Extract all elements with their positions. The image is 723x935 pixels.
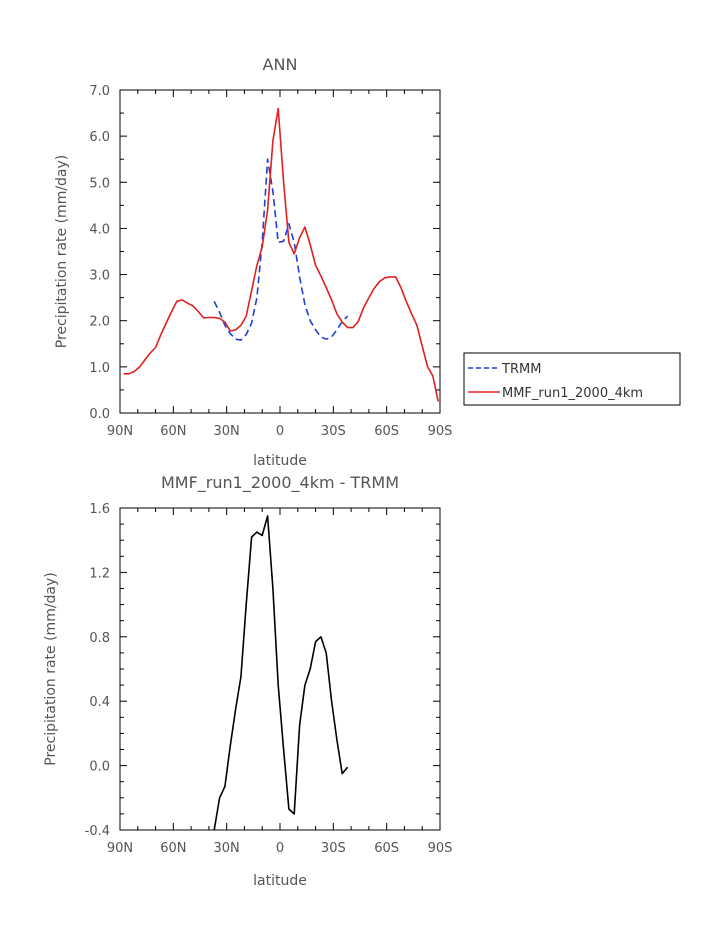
y-tick-label: -0.4 (85, 824, 110, 839)
legend-label: MMF_run1_2000_4km (502, 386, 643, 401)
y-tick-label: 5.0 (89, 176, 110, 191)
legend-box (463, 352, 681, 406)
series-line-trmm-line (213, 158, 349, 341)
chart-title: ANN (263, 55, 298, 74)
x-tick-label: 0 (276, 841, 284, 856)
x-axis-label: latitude (253, 453, 307, 469)
y-tick-label: 1.0 (89, 361, 110, 376)
y-axis-label: Precipitation rate (mm/day) (43, 572, 59, 766)
x-tick-label: 30N (214, 424, 240, 439)
y-tick-label: 7.0 (89, 84, 110, 99)
y-tick-label: 4.0 (89, 222, 110, 237)
series-line-difference-line (213, 515, 349, 831)
series-line-mmf-run1-2000-4km-line (123, 107, 439, 402)
y-axis-label: Precipitation rate (mm/day) (54, 155, 70, 349)
y-tick-label: 6.0 (89, 130, 110, 145)
x-tick-label: 90S (428, 424, 453, 439)
x-tick-label: 30N (214, 841, 240, 856)
x-tick-label: 0 (276, 424, 284, 439)
y-tick-label: 1.2 (89, 566, 110, 581)
y-tick-label: 2.0 (89, 315, 110, 330)
annual-precipitation-chart: ANN 90N 60N 30N 0 30S 60S 90S 0.0 1.0 2.0 3.0 4.0 5.0… (54, 55, 681, 469)
y-tick-label: 0.0 (89, 407, 110, 422)
y-tick-label: 0.8 (89, 631, 110, 646)
plot-frame (119, 507, 441, 831)
y-tick-label: 1.6 (89, 502, 110, 517)
x-tick-label: 60N (160, 841, 186, 856)
x-axis-label: latitude (253, 873, 307, 889)
x-tick-label: 90S (428, 841, 453, 856)
x-tick-label: 60S (374, 841, 399, 856)
x-tick-label: 90N (107, 841, 133, 856)
x-tick-label: 90N (107, 424, 133, 439)
legend-label: TRMM (501, 362, 541, 377)
y-tick-label: 0.0 (89, 760, 110, 775)
y-tick-label: 3.0 (89, 269, 110, 284)
x-tick-label: 30S (321, 424, 346, 439)
y-tick-label: 0.4 (89, 695, 110, 710)
x-tick-label: 60S (374, 424, 399, 439)
chart-title: MMF_run1_2000_4km - TRMM (161, 473, 399, 493)
x-tick-label: 30S (321, 841, 346, 856)
difference-chart: MMF_run1_2000_4km - TRMM 90N 60N 30N 0 30S 60S… (43, 473, 452, 889)
x-tick-label: 60N (160, 424, 186, 439)
